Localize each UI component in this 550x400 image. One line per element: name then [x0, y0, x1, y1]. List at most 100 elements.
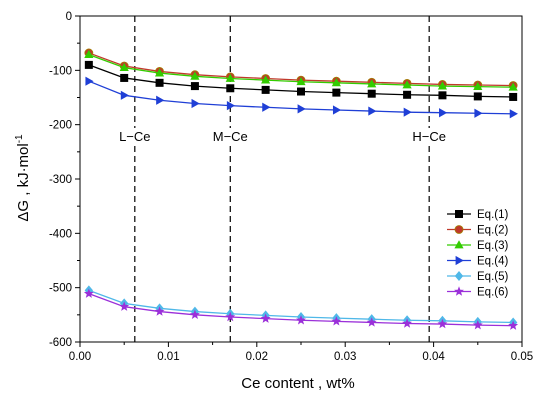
series-Eq.(3): [84, 49, 518, 91]
data-point: [474, 108, 483, 118]
y-axis-title-sup: -1: [14, 134, 25, 143]
data-point: [85, 76, 94, 86]
x-tick-label: 0.02: [246, 351, 268, 363]
legend-marker: [454, 225, 464, 234]
legend-marker: [454, 286, 464, 296]
legend-entry: Eq.(6): [447, 286, 508, 299]
data-point: [296, 315, 306, 325]
legend-entry: Eq.(5): [447, 271, 508, 283]
data-point: [437, 81, 448, 90]
data-point: [439, 108, 448, 118]
data-point: [226, 101, 236, 111]
x-tick-label: 0.05: [511, 351, 533, 363]
reference-label-background: [412, 128, 447, 145]
legend-marker: [455, 210, 463, 218]
legend-label: Eq.(4): [477, 256, 508, 268]
data-point: [120, 73, 129, 82]
legend-marker: [455, 255, 464, 266]
data-point: [332, 105, 342, 115]
y-tick-label: -100: [49, 65, 72, 77]
series-Eq.(6): [83, 288, 519, 330]
data-point: [155, 78, 164, 87]
legend-label: Eq.(1): [477, 209, 508, 221]
data-point: [367, 89, 376, 98]
reference-label: H−Ce: [412, 129, 446, 144]
data-point: [191, 98, 200, 109]
y-tick-label: -500: [49, 283, 72, 295]
legend-label: Eq.(2): [477, 225, 508, 237]
data-point: [402, 80, 412, 89]
data-point: [473, 92, 482, 101]
axes: 0.00 0.01 0.02 0.03 0.04 0.05 0 -100 -200 -300 -40…: [49, 11, 533, 363]
data-point: [368, 106, 377, 116]
data-point: [472, 319, 483, 330]
legend-marker: [454, 240, 464, 249]
reference-label: L−Ce: [119, 129, 150, 144]
data-point: [331, 316, 342, 326]
y-tick-label: 0: [66, 11, 72, 23]
data-point: [260, 313, 271, 323]
data-point: [262, 102, 271, 112]
legend-label: Eq.(6): [477, 287, 508, 299]
data-point: [296, 76, 306, 86]
data-point: [332, 88, 341, 97]
data-point: [83, 288, 94, 298]
data-point: [225, 73, 235, 82]
data-point: [189, 309, 200, 320]
y-tick-label: -300: [49, 174, 72, 186]
legend: Eq.(1) Eq.(2) Eq.(3) Eq.(4) Eq.(5) Eq.(6): [447, 209, 508, 299]
data-point: [84, 49, 94, 58]
data-point: [508, 320, 519, 330]
data-point: [154, 306, 165, 316]
legend-label: Eq.(3): [477, 240, 508, 252]
reference-lines: [134, 16, 430, 342]
data-point: [297, 104, 306, 114]
data-point: [225, 311, 236, 322]
data-point: [190, 82, 199, 91]
data-point: [438, 91, 447, 100]
x-axis-title: Ce content , wt%: [241, 375, 354, 392]
x-tick-label: 0.04: [422, 351, 445, 363]
data-point: [366, 317, 377, 327]
y-tick-label: -200: [49, 120, 72, 132]
data-point: [226, 84, 235, 93]
x-tick-label: 0.03: [334, 351, 356, 363]
x-tick-label: 0.00: [69, 351, 91, 363]
data-point: [473, 81, 483, 91]
reference-label-background: [117, 128, 152, 145]
legend-entry: Eq.(2): [447, 225, 508, 237]
data-point: [509, 92, 518, 101]
data-point: [297, 87, 305, 96]
data-point: [437, 318, 448, 329]
data-point: [156, 95, 165, 105]
y-axis-title: ΔG , kJ·mol-1: [14, 134, 32, 222]
reference-label-background: [213, 128, 248, 145]
data-point: [402, 318, 413, 328]
legend-marker: [454, 271, 464, 281]
y-tick-label: -600: [49, 337, 72, 349]
legend-entry: Eq.(3): [447, 240, 508, 252]
data-point: [84, 60, 93, 69]
data-point: [508, 82, 518, 91]
data-point: [403, 107, 412, 117]
y-axis-title-main: ΔG , kJ·mol: [15, 143, 32, 221]
data-point: [119, 62, 129, 72]
data-point: [120, 90, 129, 100]
x-tick-label: 0.01: [157, 351, 179, 363]
reference-label: M−Ce: [213, 129, 248, 144]
data-point: [119, 301, 130, 311]
data-point: [261, 75, 271, 84]
legend-label: Eq.(5): [477, 271, 508, 283]
region-annotations: L−Ce M−Ce H−Ce: [117, 128, 447, 145]
data-point: [367, 79, 377, 88]
data-point: [403, 90, 412, 99]
plot-frame: [79, 15, 523, 343]
y-tick-label: -400: [49, 228, 72, 240]
data-point: [261, 85, 270, 94]
data-point: [509, 109, 518, 119]
data-point: [190, 71, 200, 80]
data-point: [331, 78, 341, 87]
data-point: [154, 68, 165, 77]
y-axis-title-group: ΔG , kJ·mol-1: [14, 134, 32, 222]
